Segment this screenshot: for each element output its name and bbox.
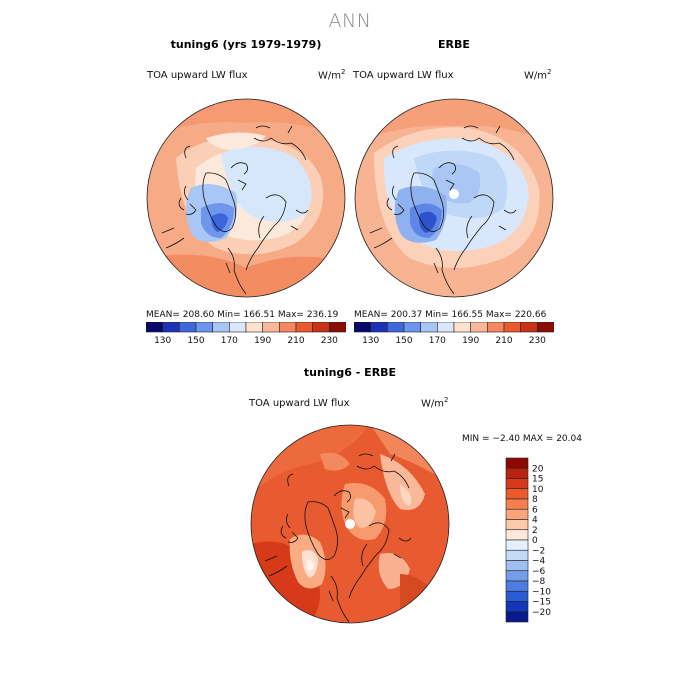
colorbar-tick-label: 15 (532, 475, 543, 485)
panel2-map-border (354, 98, 554, 298)
panel3-variable-label: TOA upward LW flux (249, 398, 350, 409)
colorbar-swatch (487, 322, 505, 333)
panel3-coastlines (264, 453, 412, 623)
colorbar-tick-label: −15 (532, 598, 551, 608)
colorbar-swatch (312, 322, 330, 333)
panel2-stats: MEAN= 200.37 Min= 166.55 Max= 220.66 (354, 310, 547, 320)
colorbar-swatch (505, 611, 529, 623)
colorbar-tick-label: 2 (532, 526, 538, 536)
colorbar-swatch (505, 601, 529, 613)
panel1-colorbar: 130150170190210230250270 (146, 322, 346, 346)
colorbar-tick-label: 170 (429, 336, 446, 346)
colorbar-swatch (329, 322, 346, 333)
panel1-stats: MEAN= 208.60 Min= 166.51 Max= 236.19 (146, 310, 339, 320)
colorbar-swatch (505, 478, 529, 490)
colorbar-swatch (403, 322, 421, 333)
colorbar-tick-label: 4 (532, 516, 538, 526)
colorbar-tick-label: 150 (187, 336, 204, 346)
panel1-variable-label: TOA upward LW flux (147, 70, 248, 81)
panel1-map-border (146, 98, 346, 298)
colorbar-swatch (354, 322, 371, 333)
colorbar-swatch (245, 322, 263, 333)
panel3-title: tuning6 - ERBE (303, 366, 397, 379)
panel2-map (354, 98, 554, 298)
colorbar-swatch (537, 322, 554, 333)
panel2-units-label: W/m2 (524, 68, 552, 82)
colorbar-swatch (505, 508, 529, 520)
colorbar-swatch (229, 322, 247, 333)
panel1-colorbar-swatches (146, 322, 346, 333)
panel2-colorbar: 130150170190210230250270 (354, 322, 554, 346)
panel1-units-label: W/m2 (318, 68, 346, 82)
panel1-title: tuning6 (yrs 1979-1979) (170, 38, 322, 51)
colorbar-tick-label: 170 (221, 336, 238, 346)
panel2-field (355, 99, 553, 297)
colorbar-swatch (505, 529, 529, 541)
colorbar-swatch (437, 322, 455, 333)
colorbar-swatch (470, 322, 488, 333)
figure-title: ANN (328, 10, 372, 32)
colorbar-swatch (505, 488, 529, 500)
colorbar-tick-label: 230 (529, 336, 546, 346)
colorbar-swatch (520, 322, 538, 333)
colorbar-tick-label: 210 (287, 336, 304, 346)
colorbar-swatch (262, 322, 280, 333)
colorbar-swatch (212, 322, 230, 333)
panel2-colorbar-ticks: 130150170190210230250270 (362, 336, 546, 346)
panel1-colorbar-ticks: 130150170190210230250270 (154, 336, 338, 346)
colorbar-tick-label: −4 (532, 557, 546, 567)
panel2-title: ERBE (438, 38, 470, 51)
colorbar-tick-label: 130 (362, 336, 379, 346)
colorbar-swatch (505, 457, 529, 469)
panel3-stats: MIN = −2.40 MAX = 20.04 (462, 434, 582, 444)
colorbar-swatch (503, 322, 521, 333)
colorbar-tick-label: 20 (532, 464, 544, 474)
colorbar-swatch (453, 322, 471, 333)
colorbar-swatch (179, 322, 197, 333)
colorbar-tick-label: −6 (532, 567, 546, 577)
colorbar-swatch (505, 560, 529, 572)
colorbar-swatch (505, 580, 529, 592)
colorbar-swatch (279, 322, 297, 333)
panel3-units-label: W/m2 (421, 396, 449, 410)
colorbar-swatch (505, 539, 529, 551)
colorbar-swatch (505, 519, 529, 531)
colorbar-tick-label: 190 (254, 336, 271, 346)
colorbar-tick-label: 0 (532, 536, 538, 546)
colorbar-swatch (146, 322, 163, 333)
colorbar-swatch (505, 498, 529, 510)
panel3-colorbar-swatches (505, 457, 529, 623)
panel3-map-border (250, 424, 450, 624)
panel1-coastlines (161, 125, 309, 295)
colorbar-tick-label: −10 (532, 587, 551, 597)
colorbar-tick-label: −8 (532, 577, 546, 587)
colorbar-tick-label: 8 (532, 495, 538, 505)
colorbar-swatch (505, 467, 529, 479)
colorbar-swatch (505, 590, 529, 602)
panel2-colorbar-swatches (354, 322, 554, 333)
colorbar-swatch (420, 322, 438, 333)
panel1-map (146, 98, 346, 298)
colorbar-swatch (295, 322, 313, 333)
colorbar-tick-label: 6 (532, 505, 538, 515)
colorbar-swatch (505, 570, 529, 582)
colorbar-tick-label: 210 (495, 336, 512, 346)
colorbar-swatch (162, 322, 180, 333)
colorbar-swatch (195, 322, 213, 333)
colorbar-swatch (387, 322, 405, 333)
panel3-map (250, 424, 450, 624)
colorbar-tick-label: 130 (154, 336, 171, 346)
colorbar-swatch (505, 549, 529, 561)
panel2-variable-label: TOA upward LW flux (353, 70, 454, 81)
colorbar-tick-label: 10 (532, 485, 544, 495)
colorbar-tick-label: 150 (395, 336, 412, 346)
colorbar-tick-label: 190 (462, 336, 479, 346)
colorbar-tick-label: −2 (532, 546, 545, 556)
panel2-coastlines (369, 125, 517, 295)
colorbar-tick-label: −20 (532, 608, 551, 618)
colorbar-tick-label: 230 (321, 336, 338, 346)
colorbar-swatch (370, 322, 388, 333)
